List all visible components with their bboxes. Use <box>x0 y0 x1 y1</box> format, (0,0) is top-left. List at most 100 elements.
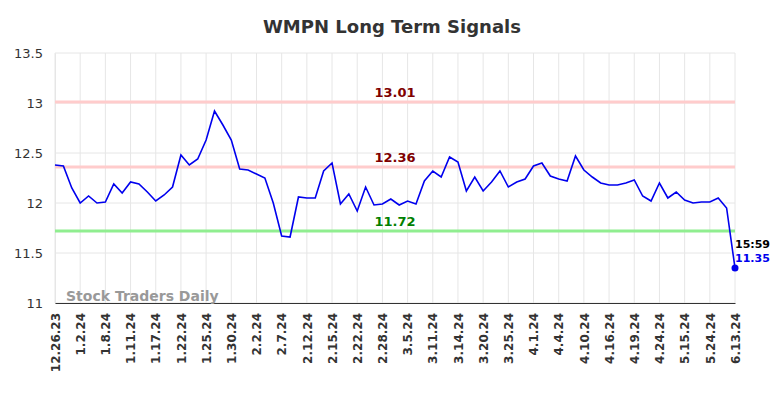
x-tick: 3.11.24 <box>426 303 440 364</box>
x-tick: 1.22.24 <box>175 303 189 364</box>
x-tick: 3.25.24 <box>502 303 516 364</box>
grid-line-x <box>155 53 156 303</box>
x-tick: 1.8.24 <box>99 303 113 356</box>
x-tick: 2.28.24 <box>376 303 390 364</box>
x-tick: 5.24.24 <box>704 303 718 364</box>
x-tick-label: 1.22.24 <box>175 313 189 364</box>
x-tick: 2.7.24 <box>275 303 289 356</box>
y-tick-label: 11.5 <box>14 246 43 261</box>
reference-line <box>55 166 735 169</box>
x-tick-label: 2.2.24 <box>250 313 264 356</box>
grid-line-x <box>634 53 635 303</box>
x-tick-label: 3.14.24 <box>452 313 466 364</box>
grid-line-x <box>432 53 433 303</box>
x-tick: 2.22.24 <box>351 303 365 364</box>
x-tick: 1.17.24 <box>149 303 163 364</box>
grid-line-x <box>130 53 131 303</box>
y-tick: 13.5 <box>14 46 55 61</box>
x-tick-label: 3.20.24 <box>477 313 491 364</box>
reference-lines: 13.01 12.36 11.72 <box>55 85 735 231</box>
x-tick-label: 12.26.23 <box>49 313 63 372</box>
x-tick: 6.13.24 <box>729 303 743 364</box>
x-tick-label: 1.30.24 <box>225 313 239 364</box>
x-tick-label: 1.2.24 <box>74 313 88 356</box>
x-tick-label: 3.25.24 <box>502 313 516 364</box>
y-tick: 12.5 <box>14 146 55 161</box>
x-tick: 2.2.24 <box>250 303 264 356</box>
chart: WMPN Long Term Signals 11 11.5 12 12.5 13 13.5… <box>0 0 784 398</box>
grid <box>55 53 735 303</box>
grid-line-x <box>533 53 534 303</box>
x-tick-label: 4.24.24 <box>653 313 667 364</box>
grid-line-x <box>105 53 106 303</box>
y-tick: 11 <box>26 296 55 311</box>
grid-line-y <box>55 253 735 254</box>
x-tick-label: 4.19.24 <box>628 313 642 364</box>
reference-label: 13.01 <box>374 85 415 100</box>
x-tick-label: 1.17.24 <box>149 313 163 364</box>
x-tick-label: 4.1.24 <box>527 313 541 356</box>
x-tick-label: 2.28.24 <box>376 313 390 364</box>
x-tick-label: 4.10.24 <box>578 313 592 364</box>
grid-line-x <box>583 53 584 303</box>
grid-line-y <box>55 53 735 54</box>
reference-label: 11.72 <box>374 214 415 229</box>
x-tick-label: 2.22.24 <box>351 313 365 364</box>
x-tick-label: 1.25.24 <box>200 313 214 364</box>
grid-line-x <box>357 53 358 303</box>
price-line <box>55 111 735 268</box>
x-tick-label: 4.16.24 <box>603 313 617 364</box>
grid-line-x <box>609 53 610 303</box>
y-tick-label: 11 <box>26 296 43 311</box>
reference-label: 12.36 <box>374 150 415 165</box>
x-axis: 12.26.23 1.2.24 1.8.24 1.11.24 1.17.24 1.22.2… <box>49 303 743 372</box>
grid-line-x <box>659 53 660 303</box>
y-tick: 12 <box>26 196 55 211</box>
grid-line-x <box>684 53 685 303</box>
x-tick-label: 2.12.24 <box>301 313 315 364</box>
grid-line-x <box>332 53 333 303</box>
grid-line-x <box>80 53 81 303</box>
x-tick-label: 5.15.24 <box>678 313 692 364</box>
grid-line-x <box>256 53 257 303</box>
x-tick-label: 2.15.24 <box>326 313 340 364</box>
x-tick: 4.4.24 <box>552 303 566 356</box>
grid-line-x <box>508 53 509 303</box>
x-tick-label: 1.11.24 <box>124 313 138 364</box>
y-tick-label: 12.5 <box>14 146 43 161</box>
x-tick: 12.26.23 <box>49 303 63 372</box>
x-tick: 4.19.24 <box>628 303 642 364</box>
x-tick: 1.25.24 <box>200 303 214 364</box>
y-axis-line <box>55 54 56 304</box>
x-tick-label: 4.4.24 <box>552 313 566 356</box>
x-tick: 4.24.24 <box>653 303 667 364</box>
y-tick-label: 13 <box>26 96 43 111</box>
x-tick-label: 1.8.24 <box>99 313 113 356</box>
y-tick: 11.5 <box>14 246 55 261</box>
x-tick: 1.11.24 <box>124 303 138 364</box>
x-tick: 4.16.24 <box>603 303 617 364</box>
grid-line-x <box>281 53 282 303</box>
x-tick: 4.1.24 <box>527 303 541 356</box>
y-tick-label: 13.5 <box>14 46 43 61</box>
x-tick: 3.5.24 <box>401 303 415 356</box>
grid-line-y <box>55 103 735 104</box>
x-tick: 5.15.24 <box>678 303 692 364</box>
grid-line-x <box>709 53 710 303</box>
grid-line-x <box>306 53 307 303</box>
grid-line-x <box>206 53 207 303</box>
grid-line-x <box>483 53 484 303</box>
grid-line-x <box>457 53 458 303</box>
reference-line <box>55 230 735 233</box>
grid-line-x <box>180 53 181 303</box>
x-tick: 4.10.24 <box>578 303 592 364</box>
x-tick: 1.30.24 <box>225 303 239 364</box>
reference-line <box>55 101 735 104</box>
grid-line-x <box>231 53 232 303</box>
x-tick-label: 2.7.24 <box>275 313 289 356</box>
x-tick: 1.2.24 <box>74 303 88 356</box>
y-tick: 13 <box>26 96 55 111</box>
title: WMPN Long Term Signals <box>263 16 521 37</box>
x-tick: 2.12.24 <box>301 303 315 364</box>
grid-line-x <box>55 53 56 303</box>
